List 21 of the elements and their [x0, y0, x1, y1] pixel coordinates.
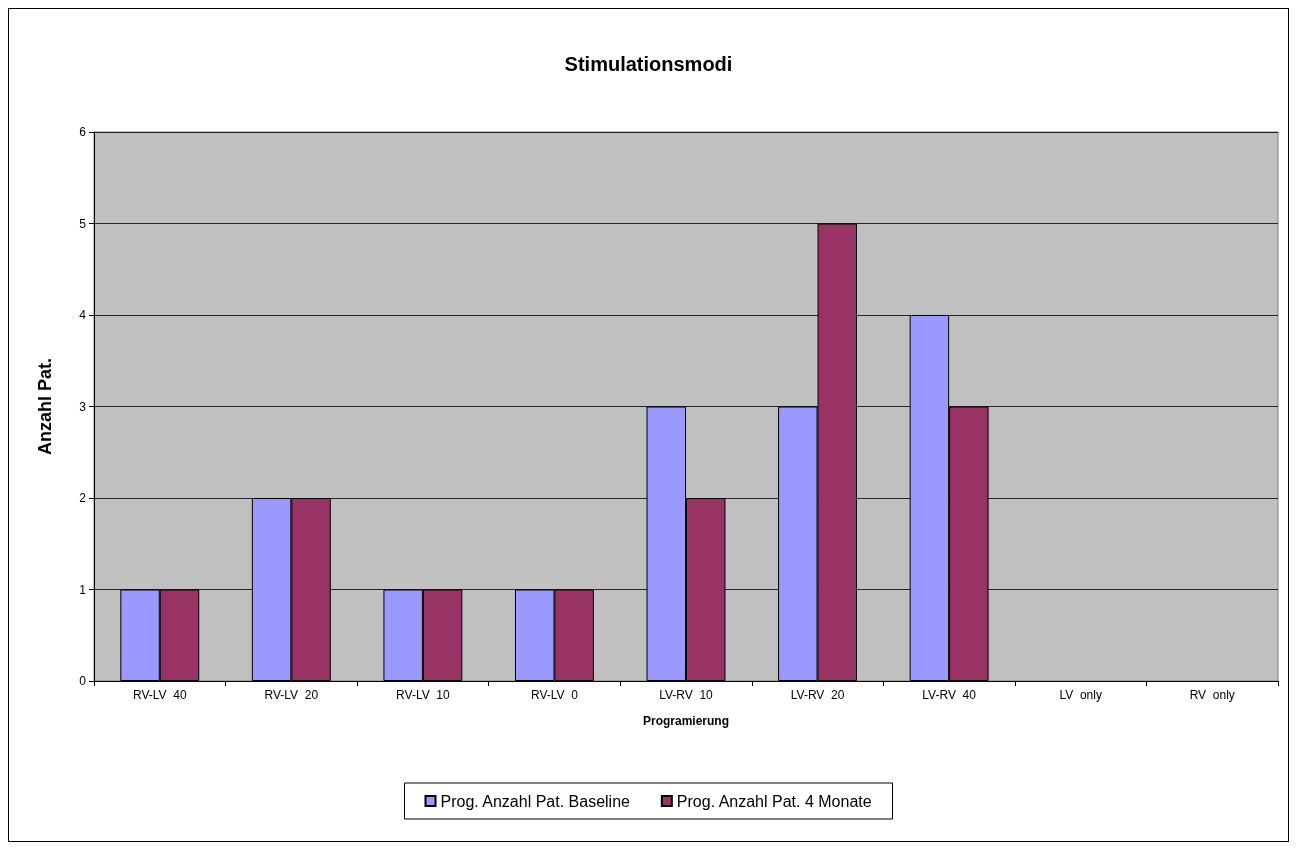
- legend-label: Prog. Anzahl Pat. 4 Monate: [676, 792, 872, 810]
- x-tick-label: RV-LV 20: [264, 688, 319, 702]
- x-tick-label: RV only: [1189, 688, 1235, 702]
- y-tick-label: 2: [79, 491, 87, 505]
- y-tick-label: 0: [79, 674, 87, 688]
- y-axis-title: Anzahl Pat.: [35, 357, 55, 456]
- x-tick-label: LV-RV 10: [659, 688, 714, 702]
- chart-title: Stimulationsmodi: [564, 53, 733, 75]
- y-tick-label: 3: [79, 399, 87, 414]
- x-tick-label: LV-RV 40: [922, 688, 977, 702]
- x-tick-label: LV only: [1059, 688, 1102, 702]
- legend-label: Prog. Anzahl Pat. Baseline: [440, 792, 631, 810]
- y-tick-label: 1: [79, 582, 87, 597]
- x-tick-label: LV-RV 20: [790, 688, 845, 702]
- x-tick-label: RV-LV 10: [396, 688, 451, 702]
- x-axis-title: Programierung: [642, 714, 730, 728]
- x-tick-label: RV-LV 0: [530, 688, 579, 702]
- y-tick-label: 6: [79, 125, 87, 139]
- x-tick-label: RV-LV 40: [132, 688, 187, 702]
- y-tick-label: 5: [79, 216, 87, 231]
- y-tick-label: 4: [79, 308, 87, 322]
